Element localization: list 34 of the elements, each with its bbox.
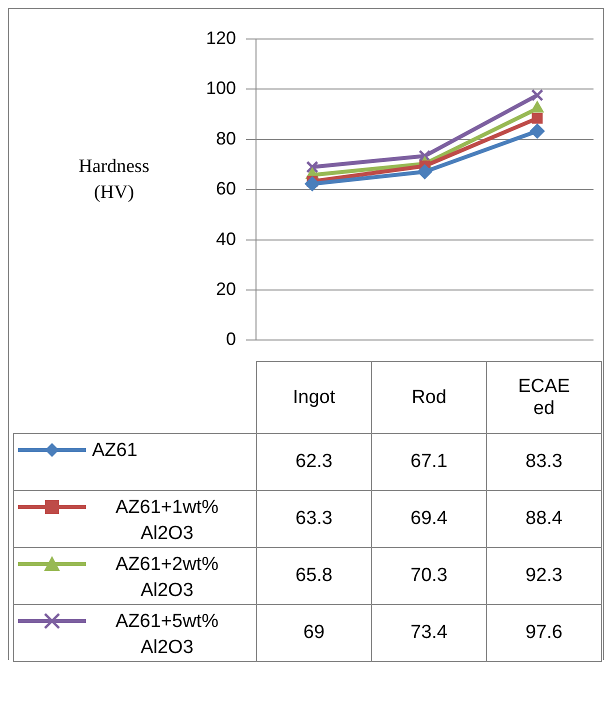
y-tick-label: 20 — [216, 278, 236, 299]
point — [304, 176, 320, 192]
x-tick-label: Ingot — [256, 361, 372, 434]
legend-label: AZ61+1wt% Al2O3 — [114, 496, 220, 546]
legend-label: AZ61+5wt% Al2O3 — [114, 610, 220, 660]
data-label: 67.1 — [371, 433, 487, 491]
legend-label: AZ61+2wt% Al2O3 — [114, 553, 220, 603]
point — [306, 160, 318, 174]
data-label: 83.3 — [486, 433, 602, 491]
y-tick-label: 40 — [216, 228, 236, 249]
x-tick-label: Rod — [371, 361, 487, 434]
y-tick-label: 100 — [206, 78, 236, 98]
data-label: 63.3 — [256, 490, 372, 548]
legend-label: AZ61 — [92, 439, 138, 463]
point — [531, 89, 544, 102]
data-label: 65.8 — [256, 547, 372, 605]
data-label: 88.4 — [486, 490, 602, 548]
y-tick-label: 60 — [216, 178, 236, 199]
data-label: 69.4 — [371, 490, 487, 548]
point — [530, 101, 544, 113]
data-label: 70.3 — [371, 547, 487, 605]
data-label: 69 — [256, 604, 372, 662]
x-tick-label: ECAEed — [486, 361, 602, 434]
point — [532, 112, 543, 124]
data-label: 97.6 — [486, 604, 602, 662]
data-label: 92.3 — [486, 547, 602, 605]
y-tick-label: 120 — [206, 28, 236, 48]
data-label: 73.4 — [371, 604, 487, 662]
point — [530, 124, 545, 139]
y-axis-title: Hardness (HV) — [78, 155, 150, 205]
y-tick-label: 80 — [216, 128, 236, 148]
data-label: 62.3 — [256, 433, 372, 491]
y-tick-label: 0 — [226, 329, 236, 350]
point — [417, 164, 432, 180]
